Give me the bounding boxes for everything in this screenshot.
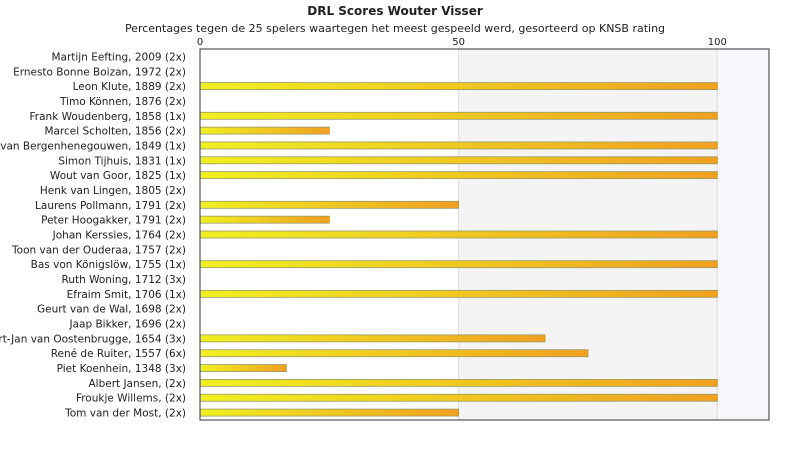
bar xyxy=(199,111,718,120)
bar xyxy=(199,156,718,165)
category-label: Efraim Smit, 1706 (1x) xyxy=(67,289,186,301)
bar xyxy=(199,260,718,269)
category-label: René de Ruiter, 1557 (6x) xyxy=(51,348,186,360)
category-label: Timo Können, 1876 (2x) xyxy=(59,96,186,108)
category-label: Marcel Scholten, 1856 (2x) xyxy=(44,126,186,138)
category-label: Piet Koenhein, 1348 (3x) xyxy=(57,363,186,375)
bar xyxy=(199,334,546,343)
x-tick-label: 50 xyxy=(452,37,465,48)
x-tick-label: 100 xyxy=(708,37,727,48)
category-label: Toon van der Ouderaa, 1757 (2x) xyxy=(11,244,186,256)
category-label: Gert-Jan van Oostenbrugge, 1654 (3x) xyxy=(0,333,186,345)
category-label: Geurt van de Wal, 1698 (2x) xyxy=(37,304,186,316)
category-label: Ernesto Bonne Boizan, 1972 (2x) xyxy=(13,66,186,78)
bar xyxy=(199,378,718,387)
x-tick-label: 0 xyxy=(197,37,203,48)
category-label: Jaap Bikker, 1696 (2x) xyxy=(69,319,186,331)
plot-frame xyxy=(199,48,770,421)
plot-band xyxy=(717,49,769,420)
bar xyxy=(199,200,460,209)
bar xyxy=(199,408,460,417)
bar xyxy=(199,215,330,224)
bar xyxy=(199,349,589,358)
category-label: Laurens Pollmann, 1791 (2x) xyxy=(35,200,186,212)
chart-title: DRL Scores Wouter Visser xyxy=(307,4,483,18)
bar xyxy=(199,393,718,402)
bar xyxy=(199,82,718,90)
bar xyxy=(199,141,718,150)
category-label: Froukje Willems, (2x) xyxy=(76,393,186,405)
bar xyxy=(199,364,287,372)
category-label: Albert Jansen, (2x) xyxy=(88,378,186,390)
category-label: Peter van Bergenhenegouwen, 1849 (1x) xyxy=(0,140,186,152)
bar xyxy=(199,289,718,298)
chart-subtitle: Percentages tegen de 25 spelers waartege… xyxy=(124,22,666,35)
category-label: Henk van Lingen, 1805 (2x) xyxy=(40,185,186,197)
category-label: Frank Woudenberg, 1858 (1x) xyxy=(30,111,186,123)
category-label: Leon Klute, 1889 (2x) xyxy=(73,81,186,93)
category-label: Johan Kerssies, 1764 (2x) xyxy=(52,230,186,242)
bar xyxy=(199,230,718,239)
bar xyxy=(199,126,330,135)
bar xyxy=(199,171,718,180)
category-label: Bas von Königslöw, 1755 (1x) xyxy=(31,259,186,271)
category-label: Wout van Goor, 1825 (1x) xyxy=(50,170,186,182)
category-label: Peter Hoogakker, 1791 (2x) xyxy=(41,215,186,227)
category-label: Tom van der Most, (2x) xyxy=(64,408,186,420)
category-label: Martijn Eefting, 2009 (2x) xyxy=(51,51,186,63)
category-label: Ruth Woning, 1712 (3x) xyxy=(62,274,187,286)
category-label: Simon Tijhuis, 1831 (1x) xyxy=(58,155,186,167)
